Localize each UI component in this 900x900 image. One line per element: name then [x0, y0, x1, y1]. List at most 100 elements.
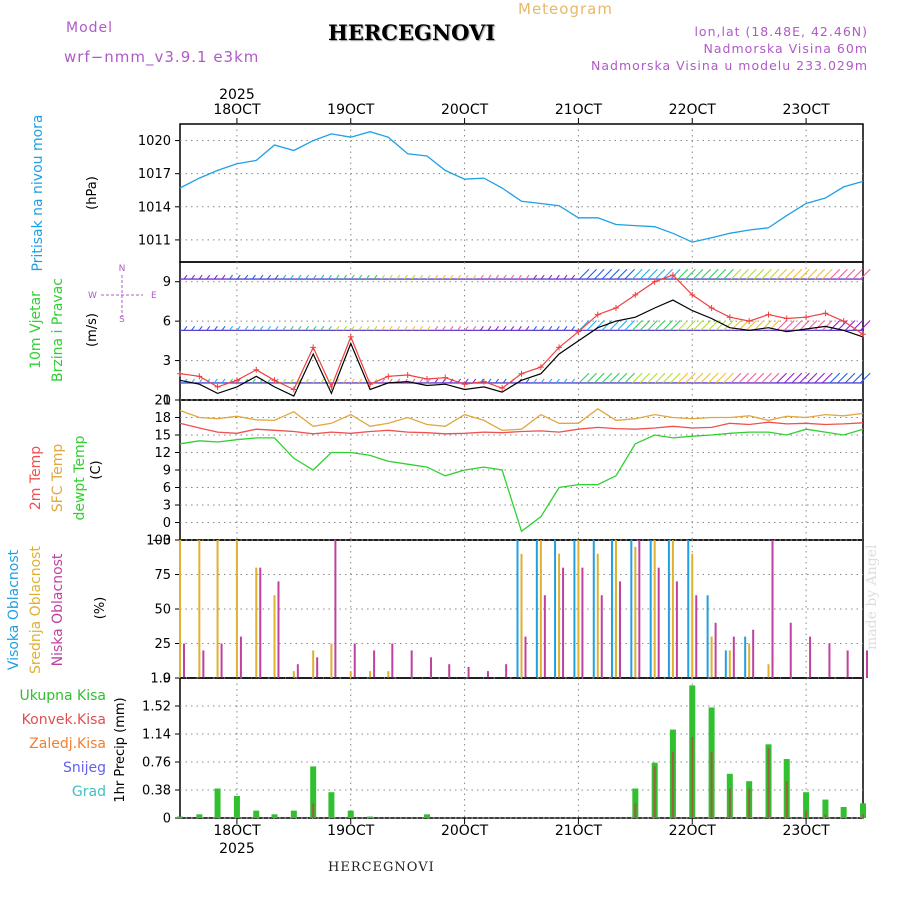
wind-gust-marker: [746, 318, 753, 325]
wind-barb: [677, 320, 689, 331]
wind-barb: [305, 326, 310, 331]
wind-barb: [426, 378, 431, 384]
x-date-label-bottom: 18OCT: [213, 823, 261, 839]
y-tick-label: 75: [154, 568, 171, 583]
wind-barb: [700, 268, 711, 280]
wind-barb: [647, 320, 658, 331]
precip-total-bar: [253, 810, 260, 818]
wind-barb: [343, 326, 348, 331]
compass-cross: [101, 275, 143, 317]
station-altitude: Nadmorska Visina 60m: [703, 41, 868, 56]
wind-barb: [274, 274, 279, 280]
wind-barb: [708, 320, 719, 331]
y-tick-label: 1011: [138, 233, 171, 248]
x-date-label-bottom: 23OCT: [782, 823, 830, 839]
wind-barb: [730, 268, 742, 280]
wind-barb: [555, 274, 560, 280]
compass-north: N: [119, 264, 126, 274]
wind-barb: [776, 372, 787, 384]
wind-barb: [746, 320, 757, 331]
wind-barb: [639, 268, 651, 280]
wind-barb: [685, 320, 696, 331]
wind-barb: [639, 372, 651, 384]
wind-barb: [297, 326, 302, 331]
y-tick-label: 6: [163, 315, 171, 330]
wind-barb: [221, 326, 226, 331]
wind-barb: [844, 268, 856, 280]
precip-total-bar: [177, 816, 183, 818]
wind-barb: [441, 274, 446, 280]
wind-barb: [624, 372, 635, 384]
pressure-axis-title: Pritisak na nivou mora: [30, 114, 46, 271]
precip-total-bar: [803, 792, 810, 818]
wind-axis-subtitle: Brzina i Pravac: [50, 278, 66, 382]
wind-barb: [267, 326, 272, 331]
wind-barb: [806, 372, 818, 384]
wind-barb: [297, 378, 302, 384]
wind-barb: [487, 326, 492, 331]
precip-legend-item: Grad: [72, 784, 106, 800]
precip-legend-item: Ukupna Kisa: [19, 688, 106, 704]
x-date-label-top: 18OCT: [213, 102, 261, 118]
wind-barb: [495, 274, 500, 280]
pressure-axis-unit: (hPa): [85, 176, 100, 210]
wind-barb: [403, 326, 408, 331]
y-tick-label: 0.76: [142, 756, 171, 771]
x-date-label-bottom: 19OCT: [327, 823, 375, 839]
wind-barb: [236, 326, 241, 331]
wind-barb: [654, 372, 666, 384]
wind-barb: [632, 372, 643, 384]
wind-barb: [654, 268, 666, 280]
x-date-label-top: 19OCT: [327, 102, 375, 118]
wind-barb: [654, 320, 666, 331]
wind-barb: [799, 268, 810, 280]
wind-gust-marker: [726, 314, 733, 321]
wind-barb: [860, 320, 871, 331]
wind-barb: [198, 378, 203, 384]
compass-south: S: [119, 315, 125, 325]
wind-gust-marker: [177, 370, 183, 377]
precip-axis-unit: 1hr Precip (mm): [113, 697, 128, 802]
wind-barb: [495, 378, 500, 384]
y-tick-label: 9: [163, 275, 171, 290]
wind-barb: [677, 372, 689, 384]
wind-barb: [403, 274, 408, 280]
wind-barb: [411, 274, 416, 280]
temp-2m-axis-title: 2m Temp: [28, 446, 44, 510]
precip-convective-bar: [671, 751, 674, 818]
y-tick-label: 15: [154, 429, 171, 444]
precip-total-bar: [328, 792, 335, 818]
wind-gust-marker: [765, 311, 772, 318]
precip-total-bar: [822, 799, 829, 818]
wind-barb: [259, 326, 264, 331]
wind-barb: [670, 320, 681, 331]
location-coordinates: lon,lat (18.48E, 42.46N): [694, 24, 868, 39]
wind-barb: [236, 378, 241, 384]
wind-barb: [510, 274, 515, 280]
wind-barb: [540, 326, 545, 331]
wind-barb: [320, 274, 325, 280]
wind-axis-title: 10m Vjetar: [28, 291, 44, 369]
x-date-label-top: 21OCT: [555, 102, 603, 118]
wind-barb: [692, 372, 704, 384]
wind-barb: [700, 372, 711, 384]
temp-2m-line: [179, 421, 864, 435]
x-date-label-top: 22OCT: [669, 102, 717, 118]
compass-west: W: [88, 291, 97, 301]
precip-convective-bar: [805, 810, 808, 818]
wind-barb: [548, 378, 553, 384]
wind-barb: [533, 378, 538, 384]
wind-barb: [844, 372, 856, 384]
wind-barb: [738, 372, 749, 384]
wind-gust-marker: [233, 377, 240, 384]
wind-barb: [441, 326, 446, 331]
wind-barb: [578, 268, 590, 280]
x-date-label-top: 23OCT: [782, 102, 830, 118]
wind-gust-marker: [404, 372, 411, 379]
precip-convective-bar: [312, 803, 315, 818]
wind-barb: [632, 268, 643, 280]
cloud-axis-unit: (%): [93, 597, 108, 620]
wind-barb: [692, 268, 704, 280]
precip-convective-bar: [653, 766, 656, 818]
wind-gust-marker: [783, 315, 790, 322]
